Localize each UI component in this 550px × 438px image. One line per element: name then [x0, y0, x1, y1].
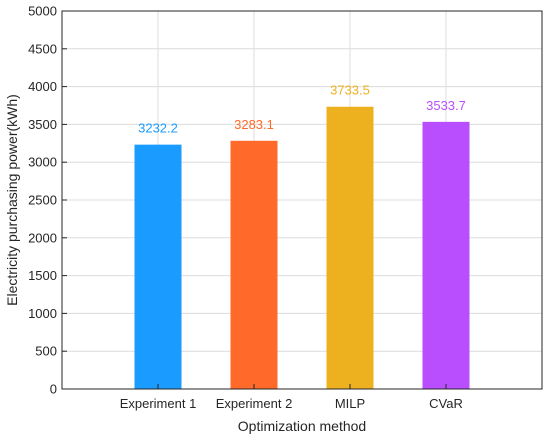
data-label-2: 3283.1	[234, 117, 274, 132]
x-tick-label: CVaR	[429, 396, 463, 411]
y-tick-label: 500	[35, 344, 57, 359]
x-axis-label: Optimization method	[238, 418, 366, 434]
bar-2	[230, 140, 278, 389]
y-tick-label: 5000	[28, 4, 57, 19]
y-tick-label: 3000	[28, 155, 57, 170]
bar-3	[326, 106, 374, 389]
x-axis-ticks: Experiment 1 Experiment 2 MILP CVaR	[120, 384, 463, 411]
y-tick-label: 1500	[28, 268, 57, 283]
y-tick-label: 2000	[28, 230, 57, 245]
data-label-3: 3733.5	[330, 83, 370, 98]
x-tick-label: Experiment 2	[216, 396, 293, 411]
x-tick-label: Experiment 1	[120, 396, 197, 411]
y-tick-label: 4500	[28, 41, 57, 56]
bar-4	[422, 121, 470, 389]
y-tick-label: 3500	[28, 117, 57, 132]
y-tick-label: 2500	[28, 193, 57, 208]
y-tick-label: 0	[50, 382, 57, 397]
data-label-1: 3232.2	[138, 121, 178, 136]
y-tick-label: 4000	[28, 79, 57, 94]
y-axis-ticks: 0 500 1000 1500 2000 2500 3000 3500 4000 4500 5000	[28, 4, 67, 397]
bar-1	[134, 144, 182, 389]
y-axis-label: Electricity purchasing power(kWh)	[4, 94, 20, 306]
x-tick-label: MILP	[335, 396, 365, 411]
data-labels: 3232.2 3283.1 3733.5 3533.7	[138, 83, 466, 136]
y-tick-label: 1000	[28, 306, 57, 321]
bars	[134, 106, 470, 389]
data-label-4: 3533.7	[426, 98, 466, 113]
